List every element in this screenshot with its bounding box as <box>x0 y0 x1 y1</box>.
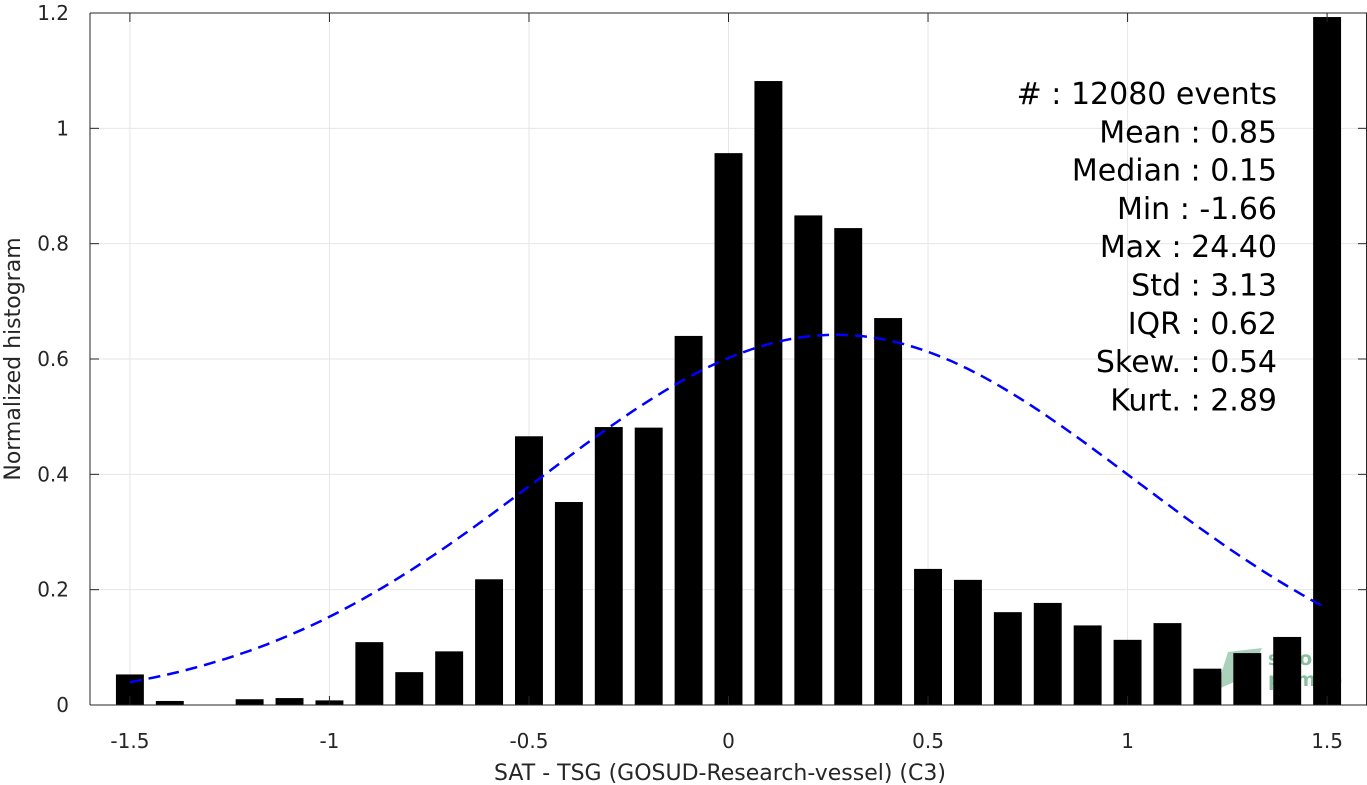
histogram-bar <box>1233 653 1262 705</box>
x-tick-label: -1.5 <box>110 729 149 753</box>
stat-line: Median : 0.15 <box>1072 154 1277 189</box>
stat-line: Std : 3.13 <box>1131 269 1277 304</box>
histogram-bar <box>993 612 1022 705</box>
histogram-bar <box>754 81 783 705</box>
histogram-bar <box>1033 602 1062 705</box>
stat-line: IQR : 0.62 <box>1128 307 1277 342</box>
x-tick-label: 0.5 <box>912 729 944 753</box>
stat-line: Skew. : 0.54 <box>1096 345 1277 380</box>
stat-line: Kurt. : 2.89 <box>1110 383 1277 418</box>
histogram-bar <box>634 427 663 705</box>
histogram-bar <box>235 699 264 705</box>
histogram-bar <box>395 672 424 705</box>
y-tick-label: 0.2 <box>37 578 69 602</box>
x-tick-label: 1 <box>1121 729 1134 753</box>
histogram-bar <box>1313 17 1342 705</box>
histogram-bar <box>1153 623 1182 705</box>
x-axis-label: SAT - TSG (GOSUD-Research-vessel) (C3) <box>494 761 946 785</box>
histogram-bar <box>1193 668 1222 705</box>
histogram-bar <box>953 579 982 705</box>
histogram-bar <box>515 436 543 705</box>
histogram-bar <box>475 579 504 705</box>
y-tick-label: 0.8 <box>37 232 69 256</box>
histogram-bar <box>674 335 703 705</box>
tick-labels: -1.5 -1 -0.5 0 0.5 1 1.5 0 0.2 0.4 0.6 0.8 1 1.2 <box>37 1 1343 753</box>
y-tick-label: 1.2 <box>37 1 69 25</box>
histogram-bar <box>355 642 384 705</box>
stat-line: # : 12080 events <box>1017 77 1277 112</box>
stat-line: Mean : 0.85 <box>1099 115 1277 150</box>
stat-line: Max : 24.40 <box>1100 230 1277 265</box>
y-tick-label: 0.6 <box>37 347 69 371</box>
axes <box>89 12 1367 706</box>
histogram-bar <box>155 700 184 705</box>
histogram-bar <box>794 215 823 705</box>
y-axis-label: Normalized histogram <box>1 237 26 480</box>
histogram-bar <box>554 502 583 705</box>
y-tick-label: 0.4 <box>37 462 69 486</box>
bars <box>115 17 1342 705</box>
histogram-bar <box>1113 639 1142 705</box>
histogram-bar <box>275 698 304 705</box>
histogram-bar <box>1073 625 1102 705</box>
histogram-bar <box>914 568 942 705</box>
histogram-bar <box>714 153 743 705</box>
x-tick-label: 1.5 <box>1311 729 1343 753</box>
histogram-bar <box>1273 636 1302 705</box>
histogram-bar <box>435 651 464 705</box>
stat-line: Min : -1.66 <box>1117 192 1277 227</box>
histogram-bar <box>874 318 903 705</box>
x-tick-label: 0 <box>722 729 735 753</box>
histogram-bar <box>834 228 863 705</box>
y-tick-label: 1 <box>56 116 69 140</box>
gaussian-fit-curve <box>129 333 1328 684</box>
x-tick-label: -1 <box>319 729 339 753</box>
y-tick-label: 0 <box>56 693 69 717</box>
histogram-bar <box>594 427 623 705</box>
x-tick-label: -0.5 <box>509 729 548 753</box>
